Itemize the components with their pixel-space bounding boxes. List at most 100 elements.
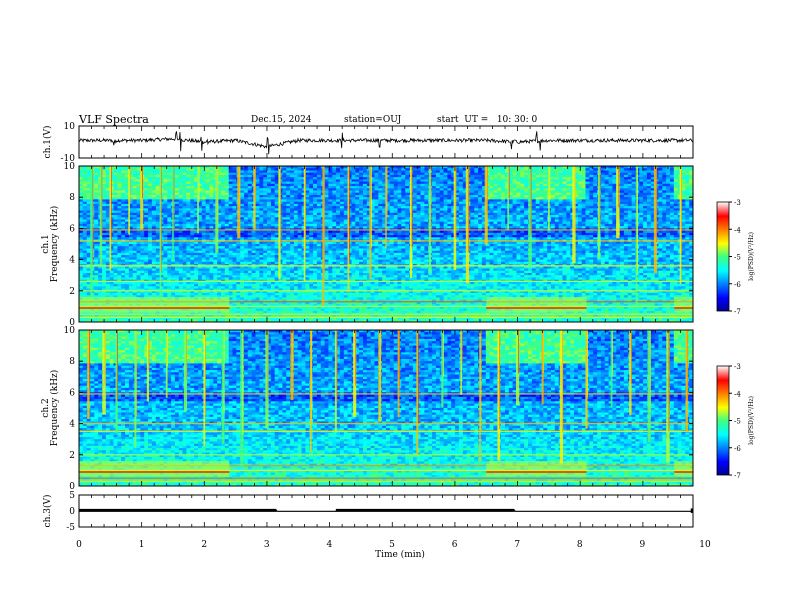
ch1-spectrogram-cell xyxy=(290,190,295,194)
ch1-spectrogram-cell xyxy=(600,195,606,198)
ch1-spectrogram-cell xyxy=(221,186,226,189)
ch1-spectrogram-cell xyxy=(604,197,609,200)
ch1-spectrogram-cell xyxy=(593,215,598,218)
ch1-spectrogram-cell xyxy=(309,201,314,205)
ch1-spectrogram-cell xyxy=(290,197,295,200)
ch1-spectrogram-cell xyxy=(439,223,444,227)
ch1-spectrogram-cell xyxy=(117,203,122,207)
ch1-spectrogram-cell xyxy=(148,195,153,198)
ch1-spectrogram-cell xyxy=(558,192,563,196)
ch1-spectrogram-cell xyxy=(259,177,264,180)
ch1-spectrogram-cell xyxy=(508,215,513,218)
ch1-spectrogram-cell xyxy=(658,183,663,187)
ch1-spectrogram-cell xyxy=(447,188,452,191)
ch1-spectrogram-cell xyxy=(401,215,406,218)
ch1-spectrogram-cell xyxy=(144,181,149,185)
ch1-spectrogram-cell xyxy=(458,197,464,200)
ch1-spectrogram-cell xyxy=(474,168,479,171)
ch1-spectrogram-cell xyxy=(604,215,609,218)
ch1-spectrogram-cell xyxy=(405,199,410,202)
ch1-spectrogram-cell xyxy=(666,174,671,178)
ch1-spectrogram-cell xyxy=(148,215,153,218)
ch1-spectrogram-cell xyxy=(374,230,379,234)
ch1-spectrogram-cell xyxy=(397,177,402,180)
ch1-spectrogram-cell xyxy=(574,183,579,187)
ch1-spectrogram-cell xyxy=(531,168,536,171)
ch1-spectrogram-cell xyxy=(140,230,145,234)
ch1-spectrogram-cell xyxy=(643,192,648,196)
ch1-spectrogram-cell xyxy=(359,179,364,182)
ch1-spectrogram-cell xyxy=(627,183,632,187)
ch1-spectrogram-cell xyxy=(105,174,111,178)
ch1-spectrogram-cell xyxy=(604,183,609,187)
ch1-spectrogram-cell xyxy=(458,170,464,174)
ch1-spectrogram-cell xyxy=(328,179,333,182)
ch1-spectrogram-cell xyxy=(174,223,180,227)
ch1-spectrogram-cell xyxy=(424,201,429,205)
ch1-spectrogram-cell xyxy=(382,190,387,194)
ch1-spectrogram-cell xyxy=(259,230,264,234)
ch1-spectrogram-cell xyxy=(190,181,195,185)
ch1-spectrogram-cell xyxy=(378,183,383,187)
ch1-spectrogram-cell xyxy=(531,172,536,176)
ch1-spectrogram-cell xyxy=(685,215,690,218)
ch1-spectrogram-cell xyxy=(505,230,510,234)
ch1-spectrogram-cell xyxy=(316,201,322,205)
ch1-spectrogram-cell xyxy=(681,168,686,171)
ch1-spectrogram-cell xyxy=(351,197,356,200)
ch1-spectrogram-cell xyxy=(643,174,648,178)
ch1-spectrogram-cell xyxy=(79,186,84,189)
ch1-spectrogram-cell xyxy=(612,172,617,176)
ch1-spectrogram-cell xyxy=(600,181,606,185)
ch1-spectrogram-cell xyxy=(186,199,191,202)
ch1-spectrogram-cell xyxy=(554,172,559,176)
ch1-spectrogram-cell xyxy=(543,215,548,218)
ch1-spectrogram-cell xyxy=(378,192,383,196)
ch1-spectrogram-cell xyxy=(673,195,678,198)
ch1-spectrogram-cell xyxy=(474,177,479,180)
ch1-spectrogram-cell xyxy=(324,199,329,202)
ch1-spectrogram-cell xyxy=(393,170,398,174)
ch1-spectrogram-cell xyxy=(132,177,137,180)
ch1-spectrogram-cell xyxy=(535,190,540,194)
ch1-spectrogram-cell xyxy=(562,195,567,198)
ch1-spectrogram-cell xyxy=(144,195,149,198)
ch1-spectrogram-cell xyxy=(209,174,214,178)
ch1-spectrogram-cell xyxy=(685,166,690,169)
ch1-spectrogram-cell xyxy=(121,188,126,191)
ch1-spectrogram-cell xyxy=(109,181,114,185)
ch1-spectrogram-cell xyxy=(332,174,337,178)
ch1-spectrogram-cell xyxy=(535,195,540,198)
ch1-spectrogram-cell xyxy=(520,190,525,194)
ch1-spectrogram-cell xyxy=(581,223,586,227)
ch1-spectrogram-cell xyxy=(186,181,191,185)
ch1-spectrogram-cell xyxy=(363,195,368,198)
ch1-spectrogram-cell xyxy=(121,186,126,189)
ch1-spectrogram-cell xyxy=(455,186,460,189)
ch1-spectrogram-cell xyxy=(301,170,306,174)
ch1-spectrogram-cell xyxy=(267,181,272,185)
ch1-spectrogram-cell xyxy=(374,223,379,227)
ch1-spectrogram-cell xyxy=(82,177,87,180)
ch1-spectrogram-cell xyxy=(359,230,364,234)
ch1-spectrogram-cell xyxy=(551,195,556,198)
ch1-spectrogram-cell xyxy=(79,195,84,198)
ch1-spectrogram-cell xyxy=(681,197,686,200)
ch1-spectrogram-cell xyxy=(190,188,195,191)
ch1-spectrogram-cell xyxy=(508,197,513,200)
ch1-spectrogram-cell xyxy=(612,215,617,218)
ch1-spectrogram-cell xyxy=(412,190,418,194)
ch1-spectrogram-cell xyxy=(351,166,356,169)
ch1-spectrogram-cell xyxy=(224,230,229,234)
ch1-spectrogram-cell xyxy=(309,192,314,196)
ch1-spectrogram-cell xyxy=(420,195,425,198)
ch1-spectrogram-cell xyxy=(551,172,556,176)
ch1-spectrogram-cell xyxy=(132,192,137,196)
ch1-spectrogram-cell xyxy=(478,199,483,202)
ch1-spectrogram-cell xyxy=(286,179,291,182)
ch1-spectrogram-cell xyxy=(144,168,149,171)
ch1-spectrogram-cell xyxy=(689,190,694,194)
ch1-spectrogram-cell xyxy=(443,192,448,196)
ch1-spectrogram-cell xyxy=(232,179,237,182)
ch1-spectrogram-cell xyxy=(562,230,567,234)
